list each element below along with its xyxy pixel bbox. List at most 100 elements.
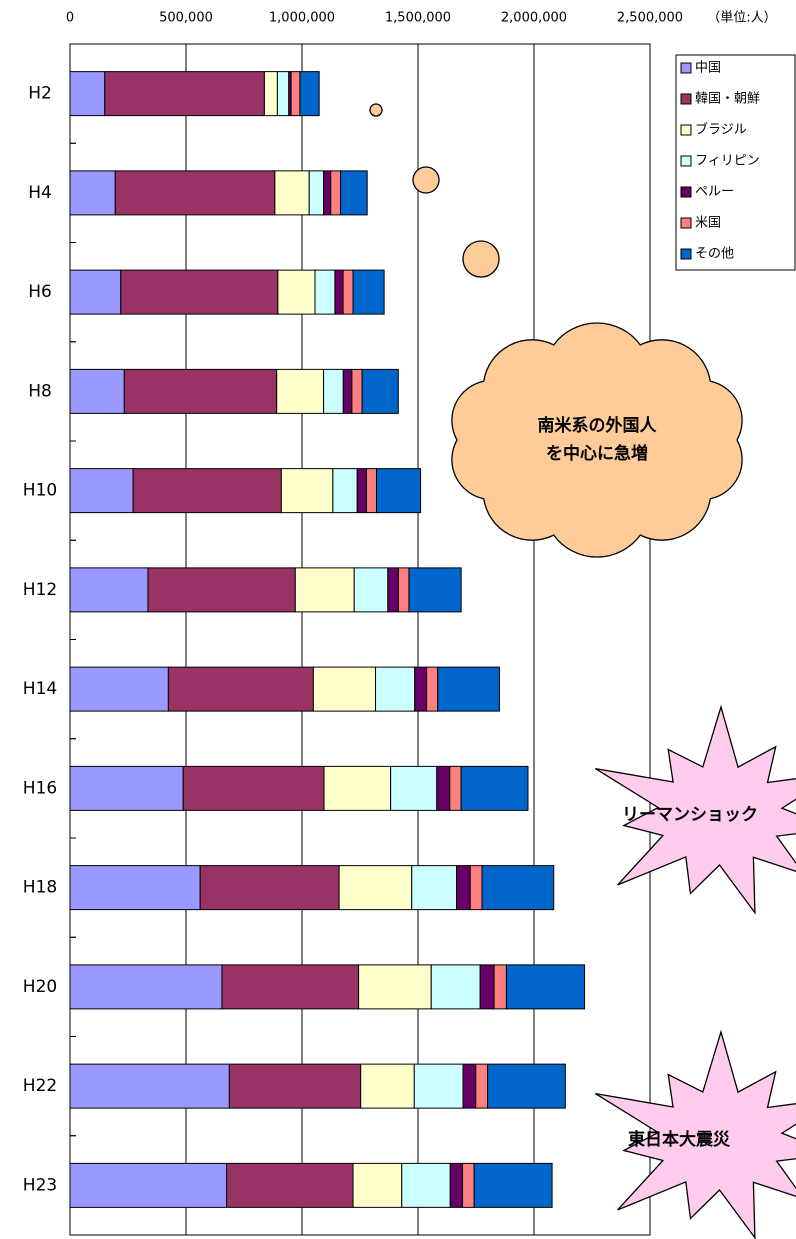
bar-segment xyxy=(70,1163,227,1207)
bar-segment xyxy=(70,270,121,314)
x-tick-label: 2,500,000 xyxy=(617,11,683,26)
bar-segment xyxy=(335,270,343,314)
bar-segment xyxy=(275,171,309,215)
legend-label: 中国 xyxy=(695,61,721,76)
bar-segment xyxy=(388,568,399,612)
bar-segment xyxy=(281,469,333,513)
bar-segment xyxy=(376,469,420,513)
bar-segment xyxy=(339,866,412,910)
y-tick-label: H8 xyxy=(28,381,52,401)
bar-segment xyxy=(391,766,437,810)
bar-segment xyxy=(409,568,461,612)
bubble-decor xyxy=(413,167,439,193)
bar-segment xyxy=(488,1064,566,1108)
bar-segment xyxy=(291,72,300,116)
page: （単位:人） 0500,0001,000,0001,500,0002,000,0… xyxy=(0,0,796,1239)
bar-segment xyxy=(343,270,353,314)
bar-segment xyxy=(343,369,352,413)
bar-segment xyxy=(331,171,341,215)
bar-segment xyxy=(277,72,288,116)
bar-segment xyxy=(361,1064,415,1108)
y-tick-label: H23 xyxy=(23,1175,57,1195)
cloud-callout xyxy=(452,323,742,557)
x-tick-label: 0 xyxy=(66,11,74,26)
bar-segment xyxy=(278,270,315,314)
legend-label: ブラジル xyxy=(695,122,747,138)
y-tick-label: H14 xyxy=(23,679,57,699)
bar-segment xyxy=(461,766,528,810)
bar-segment xyxy=(366,469,376,513)
bar-segment xyxy=(352,369,362,413)
legend-swatch xyxy=(681,125,691,135)
bar-segment xyxy=(353,270,384,314)
bar-segment xyxy=(359,965,432,1009)
bar-segment xyxy=(133,469,281,513)
bar-segment xyxy=(229,1064,360,1108)
y-tick-label: H4 xyxy=(28,183,52,203)
bar-segment xyxy=(183,766,324,810)
bar-segment xyxy=(354,568,388,612)
bar-segment xyxy=(457,866,471,910)
legend-label: その他 xyxy=(695,247,734,262)
bar-segment xyxy=(450,766,461,810)
bar-segment xyxy=(300,72,319,116)
bar-segment xyxy=(115,171,275,215)
bar-segment xyxy=(70,866,200,910)
y-tick-label: H22 xyxy=(23,1076,57,1096)
bar-segment xyxy=(315,270,335,314)
y-tick-label: H10 xyxy=(23,481,57,501)
bar-segment xyxy=(474,1163,552,1207)
bar-segment xyxy=(470,866,482,910)
bar-segment xyxy=(70,1064,229,1108)
bar-segment xyxy=(399,568,409,612)
bar-segment xyxy=(277,369,324,413)
bar-segment xyxy=(227,1163,353,1207)
y-tick-label: H18 xyxy=(23,878,57,898)
x-tick-label: 1,500,000 xyxy=(385,11,451,26)
bar-segment xyxy=(402,1163,450,1207)
legend-swatch xyxy=(681,63,691,73)
bar-segment xyxy=(70,72,105,116)
bubble-decor xyxy=(463,241,499,277)
legend-swatch xyxy=(681,156,691,166)
bar-segment xyxy=(333,469,357,513)
bar-segment xyxy=(313,667,375,711)
bar-segment xyxy=(264,72,277,116)
bar-segment xyxy=(295,568,354,612)
bar-segment xyxy=(148,568,295,612)
bar-segment xyxy=(415,667,427,711)
annotation: 南米系の外国人 xyxy=(538,415,658,436)
bar-segment xyxy=(480,965,494,1009)
y-tick-label: H12 xyxy=(23,580,57,600)
bar-segment xyxy=(353,1163,402,1207)
bar-segment xyxy=(476,1064,488,1108)
bar-segment xyxy=(70,171,115,215)
bar-segment xyxy=(431,965,480,1009)
legend-label: 韓国・朝鮮 xyxy=(695,92,760,107)
legend-swatch xyxy=(681,249,691,259)
bar-segment xyxy=(412,866,457,910)
legend-label: フィリピン xyxy=(695,154,760,169)
y-tick-label: H6 xyxy=(28,282,52,302)
unit-label: （単位:人） xyxy=(707,10,776,26)
annotation: リーマンショック xyxy=(622,805,758,825)
bar-segment xyxy=(222,965,359,1009)
bar-segment xyxy=(309,171,323,215)
bar-segment xyxy=(463,1064,476,1108)
bubble-decor xyxy=(370,104,382,116)
bar-segment xyxy=(105,72,265,116)
bar-segment xyxy=(437,766,450,810)
bar-segment xyxy=(324,369,344,413)
bar-segment xyxy=(70,667,168,711)
bar-segment xyxy=(121,270,278,314)
bar-segment xyxy=(438,667,500,711)
legend-swatch xyxy=(681,218,691,228)
bar-segment xyxy=(414,1064,463,1108)
bar-segment xyxy=(463,1163,475,1207)
bar-segment xyxy=(362,369,398,413)
chart: （単位:人） 0500,0001,000,0001,500,0002,000,0… xyxy=(0,0,796,1239)
y-tick-label: H2 xyxy=(28,84,52,104)
legend-swatch xyxy=(681,94,691,104)
x-tick-label: 2,000,000 xyxy=(501,11,567,26)
bar-segment xyxy=(494,965,506,1009)
